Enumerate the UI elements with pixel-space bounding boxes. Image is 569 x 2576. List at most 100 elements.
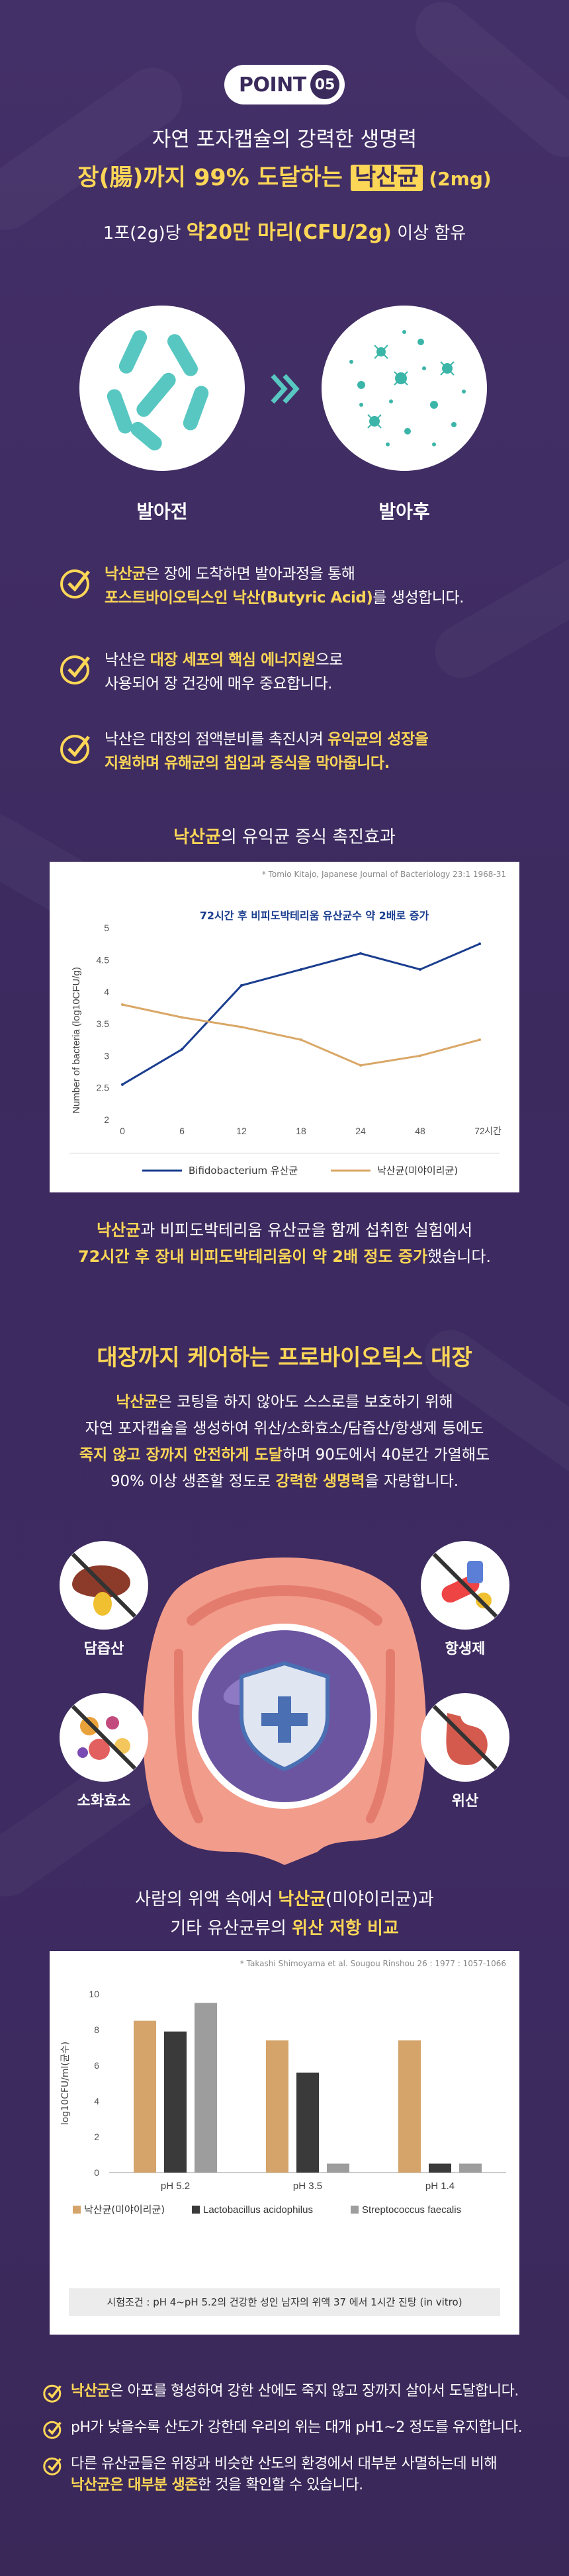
chart1-point [300,1038,302,1042]
chart1-annotation: 72시간 후 비피도박테리움 유산균수 약 2배로 증가 [200,909,429,922]
chart1-panel: * Tomio Kitajo, Japanese Journal of Bact… [50,862,519,1192]
point-badge: POINT 05 [224,65,345,104]
chart1-series-line-1 [122,1003,480,1067]
chart1-point [478,942,481,946]
check-circle-icon [60,735,90,764]
after-germination-image [322,306,487,471]
chart2-bar [429,2163,451,2173]
before-germination-image [79,306,245,471]
check-item: 낙산균은 장에 도착하면 발아과정을 통해 포스트바이오틱스인 낙산(Butyr… [60,562,536,610]
chart1-ytick-label: 2.5 [97,1083,110,1093]
chart1-point [359,1063,362,1067]
antibiotic-label: 항생제 [445,1641,486,1657]
chart1-xtick-label: 12 [236,1126,247,1136]
legend-swatch-butyric [73,2206,81,2214]
chart1-point [181,1048,183,1051]
chart1-point [240,1025,243,1028]
point-label: POINT [239,73,306,97]
chart2-panel: * Takashi Shimoyama et al. Sougou Rinsho… [50,1951,519,2335]
chart1-point [121,1083,124,1086]
chart1-xtick-label: 48 [415,1126,425,1136]
chart2-ytick-label: 10 [89,1989,99,1999]
chart1-point [359,952,362,955]
chart2-bar [459,2163,482,2173]
chart2-source: * Takashi Shimoyama et al. Sougou Rinsho… [240,1959,506,1968]
legend-swatch-lactobacillus [192,2206,200,2214]
legend-label-bifido: Bifidobacterium 유산균 [189,1165,298,1177]
bottom-check-item: pH가 낮을수록 산도가 강한데 우리의 위는 대개 pH1~2 정도를 유지합… [43,2417,546,2439]
chart2-bar [134,2020,156,2173]
chart1-point [478,1038,481,1042]
chart1-ytick-label: 5 [104,923,109,933]
check-circle-icon [43,2421,62,2439]
chart1-point [300,968,302,971]
chart1-point [419,1054,421,1058]
intestine-illustration [143,1558,426,1865]
chart2-ytick-label: 4 [94,2096,99,2106]
after-germination-label: 발아후 [378,501,430,522]
legend-label-streptococcus: Streptococcus faecalis [362,2204,461,2216]
stomach-acid-image [421,1693,509,1782]
header-line1: 자연 포자캡슐의 강력한 생명력 [152,128,417,151]
stomach-acid-label: 위산 [451,1793,479,1809]
check-circle-icon [43,2384,62,2403]
digestive-enzyme-image [60,1693,148,1782]
chart1-ylabel: Number of bacteria (log10CFU/g) [71,967,82,1114]
bottom-check-item: 낙산균은 아포를 형성하여 강한 산에도 죽지 않고 장까지 살아서 도달합니다… [43,2381,546,2403]
check-circle-icon [60,569,90,599]
point-number: 05 [310,70,339,99]
chart2-xtick-label: pH 5.2 [161,2181,190,2192]
section2-title: 대장까지 케어하는 프로바이오틱스 대장 [97,1345,472,1371]
chart2-heading: 사람의 위액 속에서 낙산균(미야이리균)과 기타 유산균류의 위산 저항 비교 [135,1890,434,1938]
chart1-source: * Tomio Kitajo, Japanese Journal of Bact… [261,870,506,879]
chart2-bar [398,2040,421,2173]
bile-acid-image [60,1541,148,1630]
chart1-ytick-label: 4.5 [97,954,110,965]
header-line2: 장(腸)까지 99% 도달하는 낙산균 (2mg) [77,165,492,191]
check-item: 낙산은 대장 세포의 핵심 에너지원으로 사용되어 장 건강에 매우 중요합니다… [60,648,536,696]
chart2-ytick-label: 2 [94,2132,99,2142]
chart2-bar [296,2072,319,2173]
chart1-point [240,984,243,987]
bile-acid-label: 담즙산 [83,1641,124,1657]
chart1-svg: Number of bacteria (log10CFU/g) 72시간 후 비… [69,909,502,1177]
digestive-enzyme-label: 소화효소 [77,1793,131,1809]
chart1-ytick-label: 2 [104,1114,109,1125]
chart1-series-line-0 [122,942,480,1086]
chart1-ytick-label: 3 [104,1050,109,1061]
chart1-heading: 낙산균의 유익균 증식 촉진효과 [173,827,396,847]
chart1-xtick-label: 72 [474,1126,485,1136]
chart2-ytick-label: 8 [94,2024,99,2035]
chart1-point [181,1016,183,1019]
chart1-point [419,968,421,971]
chart2-ytick-label: 6 [94,2060,99,2071]
chart2-bar [164,2031,187,2173]
chart2-ytick-label: 0 [94,2167,99,2178]
chevron-right-icon [271,374,300,404]
chart1-ytick-label: 4 [104,987,109,997]
chart2-ylabel: log10CFU/ml(균수) [60,2042,71,2125]
legend-label-lactobacillus: Lactobacillus acidophilus [203,2204,313,2216]
chart1-caption-line2: 72시간 후 장내 비피도박테리움이 약 2배 정도 증가했습니다. [77,1247,492,1266]
chart1-xtick-label: 6 [179,1126,185,1136]
legend-label-butyric: 낙산균(미야이리균) [84,2204,165,2216]
chart1-xtick-label: 24 [355,1126,366,1136]
chart1-xtick-label: 18 [296,1126,306,1136]
chart2-bar [327,2163,349,2173]
legend-swatch-streptococcus [351,2206,359,2214]
chart2-svg: log10CFU/ml(균수) 0 2 4 6 8 10 pH 5.2 pH 3.5 pH 1.… [60,1989,506,2216]
section2-paragraph: 낙산균은 코팅을 하지 않아도 스스로를 보호하기 위해 자연 포자캡슐을 생성… [79,1393,490,1490]
check-item: 낙산은 대장의 점액분비를 촉진시켜 유익균의 성장을 지원하며 유해균의 침입… [60,727,536,775]
chart2-xtick-label: pH 1.4 [425,2181,455,2192]
chart1-point [121,1003,124,1006]
chart2-condition: 시험조건 : pH 4~pH 5.2의 건강한 성인 남자의 위액 37 에서 … [69,2288,500,2316]
chart2-bar [195,2003,217,2173]
check-circle-icon [43,2457,62,2475]
chart1-x-unit: 시간 [484,1126,502,1137]
check-circle-icon [60,655,90,685]
header-line3: 1포(2g)당 약20만 마리(CFU/2g) 이상 함유 [103,221,466,244]
chart1-ytick-label: 3.5 [97,1018,110,1029]
chart1-xtick-label: 0 [120,1126,125,1136]
before-germination-label: 발아전 [136,501,188,522]
